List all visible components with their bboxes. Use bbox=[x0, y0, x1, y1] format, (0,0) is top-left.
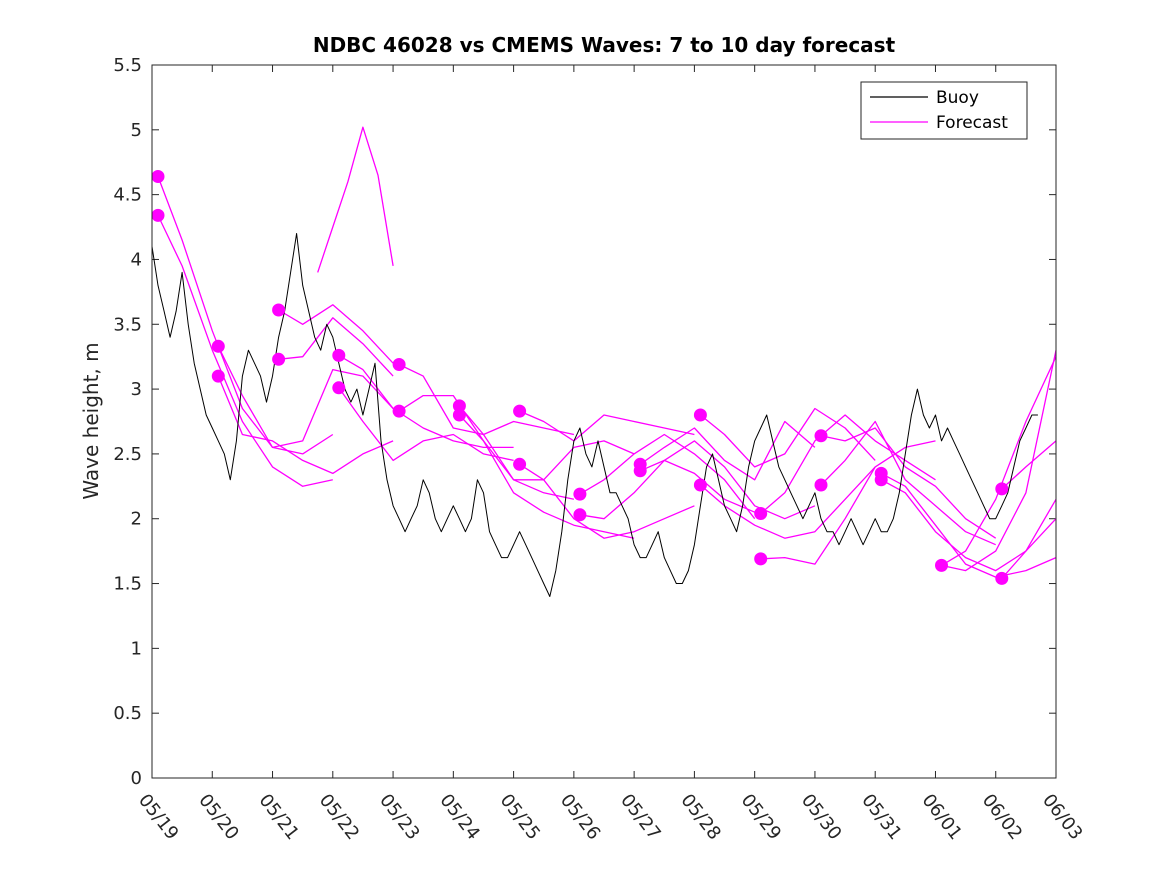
forecast-series-line bbox=[639, 440, 816, 520]
forecast-series-line bbox=[519, 410, 695, 442]
forecast-series-line bbox=[338, 354, 514, 449]
forecast-marker bbox=[513, 457, 527, 471]
y-tick-label: 0.5 bbox=[113, 703, 142, 724]
forecast-series-line bbox=[458, 414, 635, 539]
buoy-series-line bbox=[151, 233, 1038, 597]
forecast-series-line bbox=[699, 407, 876, 468]
forecast-series-line bbox=[317, 126, 394, 273]
forecast-markers bbox=[151, 170, 1009, 585]
y-axis: 0 0.5 1 1.5 2 2.5 3 3.5 4 4.5 5 5.5 bbox=[113, 55, 1056, 789]
forecast-marker bbox=[392, 404, 406, 418]
forecast-marker bbox=[573, 508, 587, 522]
y-tick-label: 5.5 bbox=[113, 55, 142, 76]
forecast-marker bbox=[332, 348, 346, 362]
forecast-series-line bbox=[157, 176, 334, 455]
chart-title: NDBC 46028 vs CMEMS Waves: 7 to 10 day f… bbox=[313, 33, 896, 57]
forecast-marker bbox=[452, 399, 466, 413]
legend-label-buoy: Buoy bbox=[936, 88, 979, 108]
forecast-marker bbox=[151, 170, 165, 183]
forecast-marker bbox=[211, 369, 225, 383]
forecast-marker bbox=[151, 208, 165, 222]
forecast-marker bbox=[693, 478, 707, 492]
forecast-series-line bbox=[820, 420, 996, 546]
y-tick-label: 1.5 bbox=[113, 574, 142, 595]
y-tick-label: 3.5 bbox=[113, 314, 142, 335]
plot-area bbox=[152, 65, 1056, 778]
forecast-series-line bbox=[760, 414, 936, 514]
forecast-series-line bbox=[820, 427, 997, 539]
forecast-marker bbox=[211, 339, 225, 353]
forecast-series-line bbox=[760, 440, 936, 565]
y-tick-label: 1 bbox=[131, 638, 142, 659]
forecast-marker bbox=[513, 404, 527, 418]
legend-box bbox=[860, 81, 1028, 140]
y-tick-label: 0 bbox=[131, 768, 142, 789]
forecast-series-line bbox=[217, 375, 394, 475]
forecast-series-line bbox=[1001, 498, 1057, 579]
forecast-series-line bbox=[639, 420, 816, 481]
forecast-series-line bbox=[157, 215, 333, 487]
forecast-series-line bbox=[941, 350, 1057, 572]
forecast-series-line bbox=[941, 356, 1057, 566]
forecast-series-line bbox=[338, 387, 514, 462]
forecast-marker bbox=[272, 303, 286, 317]
forecast-marker bbox=[693, 408, 707, 422]
forecast-series-line bbox=[579, 433, 756, 520]
buoy-line-group bbox=[151, 233, 1038, 597]
forecast-series-line bbox=[880, 472, 1057, 578]
y-tick-label: 2.5 bbox=[113, 444, 142, 465]
forecast-marker bbox=[573, 487, 587, 501]
y-axis-label: Wave height, m bbox=[79, 342, 103, 499]
forecast-marker bbox=[272, 352, 286, 366]
forecast-marker bbox=[452, 408, 466, 422]
y-tick-label: 4.5 bbox=[113, 185, 142, 206]
forecast-series-line bbox=[217, 346, 394, 449]
forecast-series-line bbox=[1001, 440, 1057, 490]
forecast-marker bbox=[332, 381, 346, 395]
forecast-lines bbox=[157, 126, 1057, 579]
forecast-marker bbox=[874, 473, 888, 487]
y-tick-label: 3 bbox=[131, 379, 142, 400]
forecast-series-line bbox=[278, 304, 394, 364]
forecast-marker bbox=[633, 464, 647, 478]
forecast-marker bbox=[814, 429, 828, 443]
forecast-series-line bbox=[519, 463, 695, 539]
forecast-marker bbox=[814, 478, 828, 492]
plot-frame bbox=[151, 64, 1057, 779]
forecast-marker bbox=[935, 558, 948, 572]
forecast-marker bbox=[392, 358, 406, 371]
y-tick-label: 2 bbox=[131, 509, 142, 530]
legend-label-forecast: Forecast bbox=[936, 113, 1008, 133]
forecast-marker bbox=[995, 482, 1009, 496]
forecast-marker bbox=[754, 507, 768, 520]
legend: Buoy Forecast bbox=[860, 81, 1028, 140]
y-tick-label: 4 bbox=[131, 249, 142, 270]
y-tick-label: 5 bbox=[131, 120, 142, 141]
forecast-series-line bbox=[278, 317, 394, 377]
forecast-marker bbox=[995, 571, 1009, 585]
forecast-marker bbox=[754, 552, 768, 566]
